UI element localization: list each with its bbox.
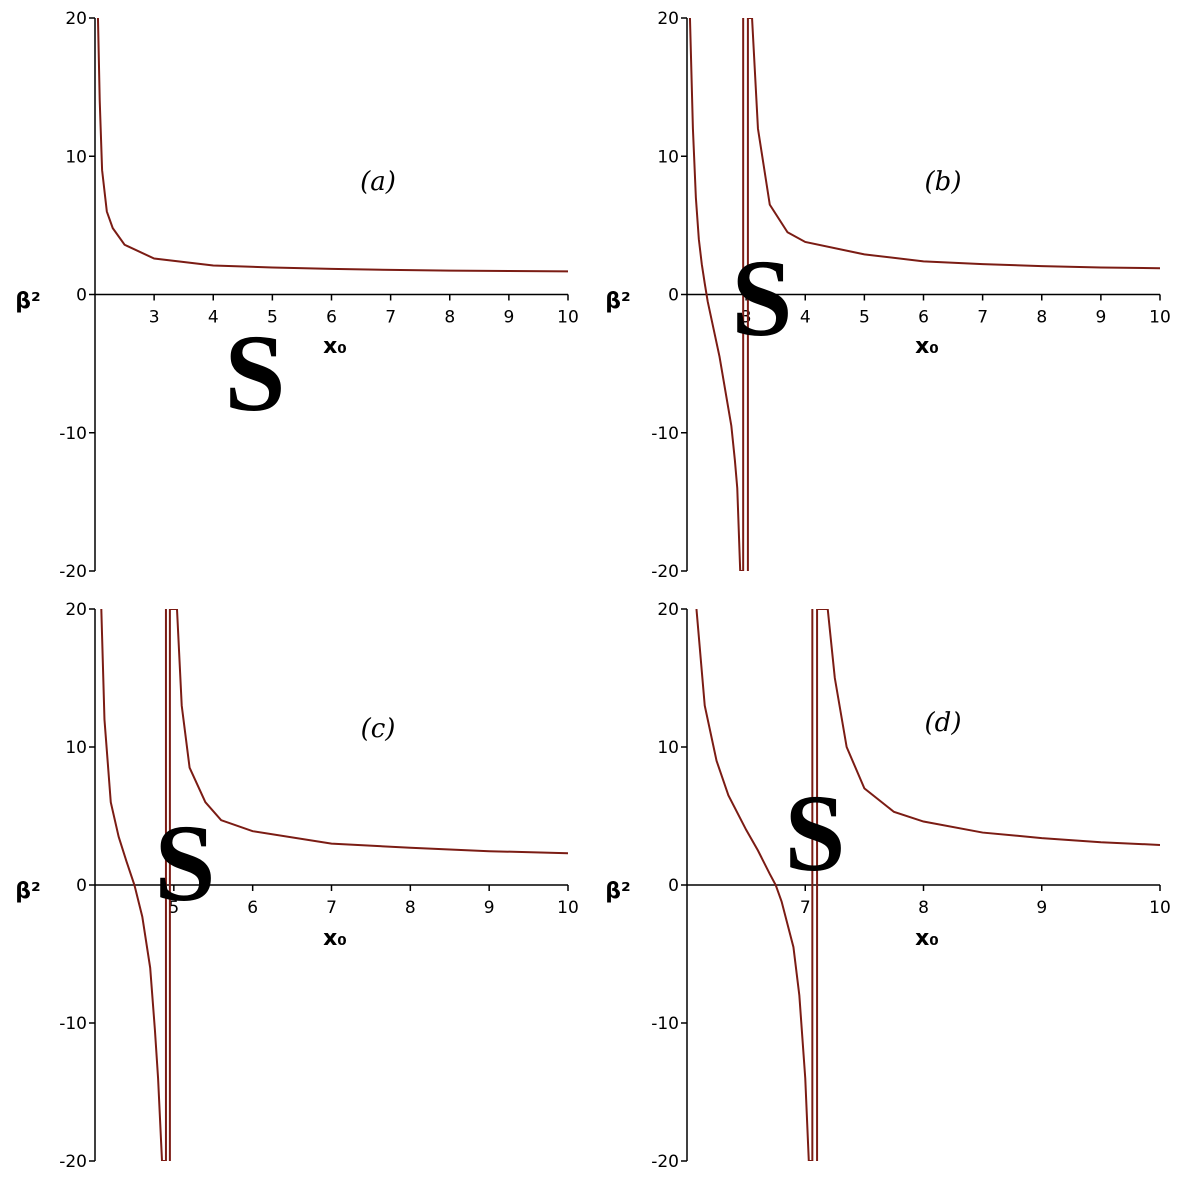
x-tick-label: 9	[484, 898, 495, 918]
x-tick-label: 3	[741, 308, 752, 328]
x-tick-label: 10	[1149, 308, 1171, 328]
y-tick-label: 10	[65, 147, 87, 167]
x-tick-label: 4	[800, 308, 811, 328]
y-axis-label: β²	[605, 879, 630, 904]
y-axis-label: β²	[605, 289, 630, 314]
y-tick-label: -20	[651, 1152, 679, 1172]
curve	[96, 18, 568, 273]
marker-label: S	[784, 772, 845, 894]
x-tick-label: 5	[859, 308, 870, 328]
curve	[100, 609, 568, 1161]
marker-label: S	[154, 802, 215, 924]
marker-label: S	[731, 237, 792, 359]
x-tick-label: 10	[557, 898, 579, 918]
x-tick-label: 6	[326, 308, 337, 328]
y-tick-label: 0	[76, 286, 87, 306]
x-tick-label: 8	[918, 898, 929, 918]
x-axis-label: x₀	[915, 926, 939, 951]
x-tick-label: 8	[444, 308, 455, 328]
x-tick-label: 6	[247, 898, 258, 918]
y-tick-label: -20	[59, 1152, 87, 1172]
x-tick-label: 7	[385, 308, 396, 328]
x-tick-label: 5	[168, 898, 179, 918]
x-tick-label: 3	[149, 308, 160, 328]
y-tick-label: -10	[59, 1014, 87, 1034]
x-tick-label: 9	[1095, 308, 1106, 328]
x-tick-label: 7	[326, 898, 337, 918]
y-axis-label: β²	[15, 289, 40, 314]
y-axis-label: β²	[15, 879, 40, 904]
x-axis-label: x₀	[915, 334, 939, 359]
y-tick-label: 20	[657, 600, 679, 620]
x-axis-label: x₀	[323, 334, 347, 359]
curve	[695, 609, 1160, 1161]
marker-label: S	[224, 312, 285, 434]
annotation: (b)	[925, 167, 962, 197]
y-tick-label: -20	[651, 562, 679, 582]
y-tick-label: 20	[65, 600, 87, 620]
y-tick-label: 20	[65, 9, 87, 29]
x-tick-label: 10	[1149, 898, 1171, 918]
x-tick-label: 10	[557, 308, 579, 328]
x-axis-label: x₀	[323, 926, 347, 951]
annotation: (c)	[361, 714, 396, 744]
y-tick-label: 10	[65, 738, 87, 758]
y-tick-label: -10	[651, 1014, 679, 1034]
y-tick-label: 20	[657, 9, 679, 29]
y-tick-label: -10	[651, 424, 679, 444]
x-tick-label: 9	[1036, 898, 1047, 918]
x-tick-label: 8	[1036, 308, 1047, 328]
y-tick-label: 0	[76, 876, 87, 896]
curve	[688, 18, 1160, 571]
x-tick-label: 6	[918, 308, 929, 328]
y-tick-label: 10	[657, 147, 679, 167]
x-tick-label: 7	[977, 308, 988, 328]
annotation: (a)	[360, 167, 396, 197]
y-tick-label: -10	[59, 424, 87, 444]
y-tick-label: 0	[668, 876, 679, 896]
y-tick-label: 0	[668, 286, 679, 306]
annotation: (d)	[925, 708, 962, 738]
y-tick-label: -20	[59, 562, 87, 582]
x-tick-label: 5	[267, 308, 278, 328]
x-tick-label: 8	[405, 898, 416, 918]
x-tick-label: 7	[800, 898, 811, 918]
y-tick-label: 10	[657, 738, 679, 758]
x-tick-label: 9	[503, 308, 514, 328]
x-tick-label: 4	[208, 308, 219, 328]
